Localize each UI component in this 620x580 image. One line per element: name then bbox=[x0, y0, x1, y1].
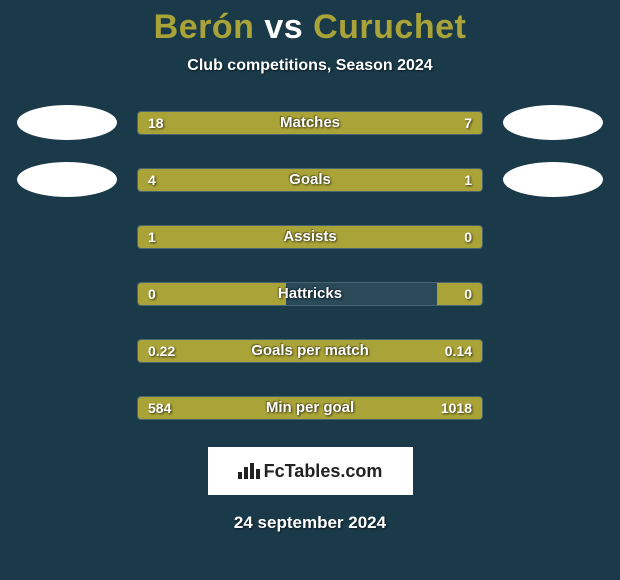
avatar-spacer bbox=[17, 333, 117, 368]
player2-name: Curuchet bbox=[313, 8, 466, 46]
date-label: 24 september 2024 bbox=[0, 513, 620, 533]
vs-text: vs bbox=[264, 8, 303, 46]
subtitle: Club competitions, Season 2024 bbox=[0, 57, 620, 75]
avatar-spacer bbox=[17, 219, 117, 254]
avatar-spacer bbox=[17, 390, 117, 425]
avatar-spacer bbox=[17, 276, 117, 311]
comparison-card: Berón vs Curuchet Club competitions, Sea… bbox=[0, 0, 620, 533]
stat-bar: 0.220.14Goals per match bbox=[137, 339, 483, 363]
player1-name: Berón bbox=[154, 8, 255, 46]
avatar-spacer bbox=[503, 390, 603, 425]
player2-avatar bbox=[503, 162, 603, 197]
page-title: Berón vs Curuchet bbox=[0, 8, 620, 47]
stat-row: 41Goals bbox=[0, 162, 620, 197]
brand-text: FcTables.com bbox=[264, 461, 383, 482]
stat-label: Matches bbox=[138, 112, 482, 134]
avatar-spacer bbox=[503, 333, 603, 368]
avatar-spacer bbox=[503, 276, 603, 311]
stat-bar: 5841018Min per goal bbox=[137, 396, 483, 420]
stat-row: 10Assists bbox=[0, 219, 620, 254]
player1-avatar bbox=[17, 162, 117, 197]
stat-bar: 00Hattricks bbox=[137, 282, 483, 306]
player1-avatar bbox=[17, 105, 117, 140]
stat-bar: 41Goals bbox=[137, 168, 483, 192]
brand-label: FcTables.com bbox=[238, 461, 383, 482]
stat-label: Min per goal bbox=[138, 397, 482, 419]
stat-row: 00Hattricks bbox=[0, 276, 620, 311]
bar-chart-icon bbox=[238, 463, 260, 479]
stat-label: Assists bbox=[138, 226, 482, 248]
avatar-spacer bbox=[503, 219, 603, 254]
stats-list: 187Matches 41Goals 10Assists 00Hattricks 0.2… bbox=[0, 105, 620, 425]
stat-row: 0.220.14Goals per match bbox=[0, 333, 620, 368]
stat-bar: 10Assists bbox=[137, 225, 483, 249]
stat-label: Goals per match bbox=[138, 340, 482, 362]
stat-label: Goals bbox=[138, 169, 482, 191]
brand-box: FcTables.com bbox=[208, 447, 413, 495]
player2-avatar bbox=[503, 105, 603, 140]
stat-label: Hattricks bbox=[138, 283, 482, 305]
stat-bar: 187Matches bbox=[137, 111, 483, 135]
stat-row: 187Matches bbox=[0, 105, 620, 140]
stat-row: 5841018Min per goal bbox=[0, 390, 620, 425]
